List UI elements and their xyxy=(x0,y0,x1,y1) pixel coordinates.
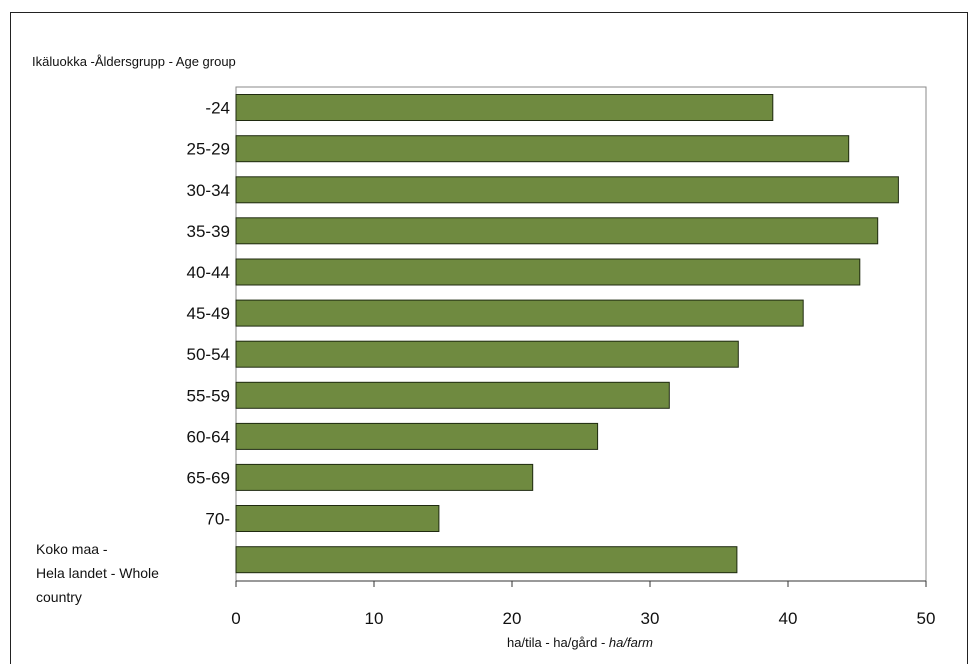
x-tick-label: 40 xyxy=(779,609,798,628)
category-label: 55-59 xyxy=(187,386,230,405)
x-tick-label: 0 xyxy=(231,609,240,628)
category-label: 45-49 xyxy=(187,304,230,323)
category-label: 40-44 xyxy=(187,263,230,282)
whole-country-label-line: Hela landet - Whole xyxy=(36,565,159,581)
x-tick-label: 30 xyxy=(641,609,660,628)
whole-country-label-line: country xyxy=(36,589,82,605)
bar-65-69 xyxy=(235,463,534,491)
category-label: -24 xyxy=(205,99,230,118)
category-label: 25-29 xyxy=(187,140,230,159)
bar-55-59 xyxy=(235,381,670,409)
x-tick-label: 50 xyxy=(917,609,936,628)
x-tick-label: 20 xyxy=(503,609,522,628)
category-label: 70- xyxy=(205,510,230,529)
bar-whole-country xyxy=(235,546,738,574)
bar--24 xyxy=(235,94,774,121)
x-axis-title: ha/tila - ha/gård - ha/farm xyxy=(507,635,653,650)
bar-70- xyxy=(235,505,440,532)
bar-50-54 xyxy=(235,340,739,368)
bar-40-44 xyxy=(235,258,861,286)
category-label: 50-54 xyxy=(187,345,230,364)
bar-45-49 xyxy=(235,299,804,327)
category-label: 65-69 xyxy=(187,468,230,487)
bar-60-64 xyxy=(235,422,599,450)
bar-30-34 xyxy=(235,176,899,204)
category-label: 30-34 xyxy=(187,181,230,200)
x-tick-label: 10 xyxy=(365,609,384,628)
category-label: 60-64 xyxy=(187,427,230,446)
plot-area xyxy=(235,86,927,582)
category-label: 35-39 xyxy=(187,222,230,241)
whole-country-label-line: Koko maa - xyxy=(36,541,108,557)
bar-35-39 xyxy=(235,217,879,245)
y-axis-title: Ikäluokka -Åldersgrupp - Age group xyxy=(32,54,236,69)
bar-25-29 xyxy=(235,135,850,163)
